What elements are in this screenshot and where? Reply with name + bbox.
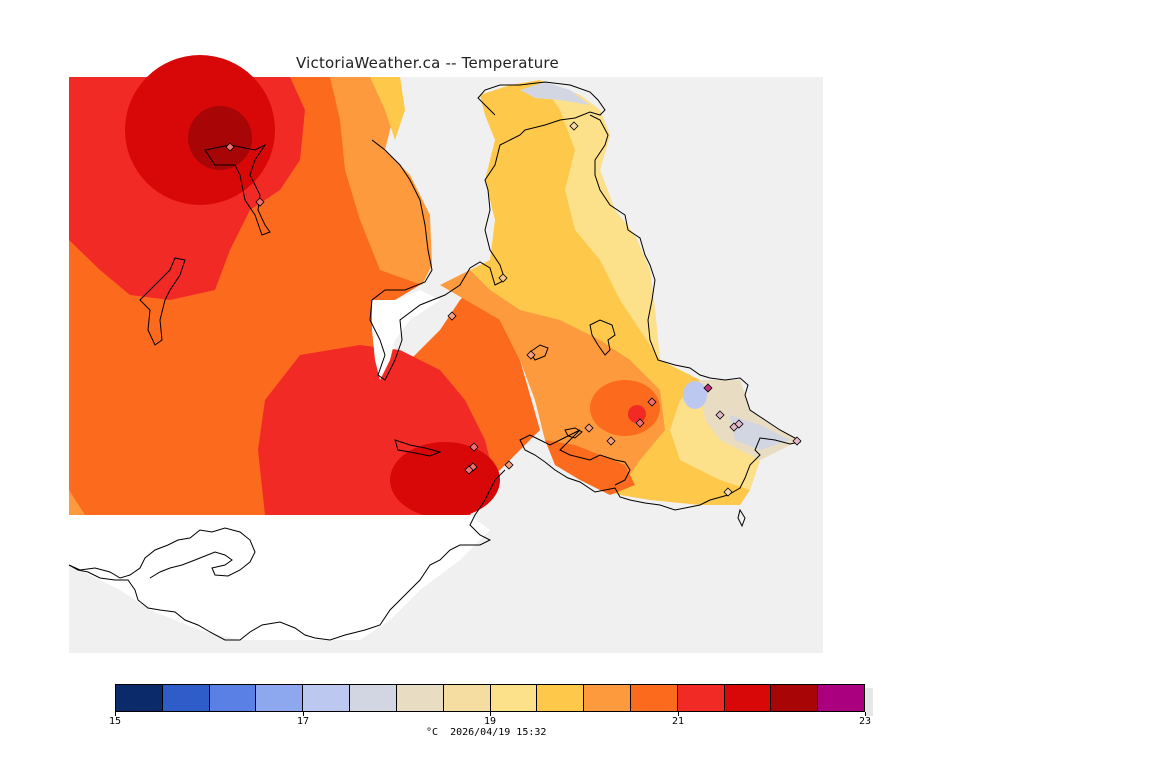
- station-markers: [225, 121, 802, 497]
- legend-swatch: [537, 685, 585, 711]
- legend-swatch: [584, 685, 631, 711]
- legend-swatch: [630, 685, 678, 711]
- contour-lavender-spot: [683, 381, 707, 409]
- coastline-island-small-1: [394, 439, 442, 457]
- station-marker: [703, 383, 713, 393]
- legend-shadow: [865, 688, 873, 716]
- temperature-map: [68, 55, 823, 653]
- coastline-island-small-4: [564, 427, 583, 439]
- legend-swatch: [303, 685, 351, 711]
- coastline-lake-west: [139, 257, 186, 346]
- contour-maroon-nw: [188, 106, 252, 170]
- station-marker: [469, 442, 479, 452]
- station-marker: [504, 460, 514, 470]
- coastline-island-small-2: [589, 319, 616, 356]
- contour-gray-east: [730, 415, 790, 450]
- legend-tick-label: 21: [671, 716, 685, 727]
- legend-swatch: [116, 685, 163, 711]
- legend-swatch: [443, 685, 491, 711]
- station-marker: [447, 311, 457, 321]
- contour-darkred-south: [390, 442, 500, 518]
- legend-swatch: [350, 685, 397, 711]
- coastline-east: [544, 114, 802, 511]
- station-marker: [526, 350, 536, 360]
- station-marker: [498, 273, 508, 283]
- legend-tick-mark: [115, 712, 116, 716]
- station-marker: [255, 197, 265, 207]
- station-marker: [792, 436, 802, 446]
- legend-color-bar: [115, 684, 865, 712]
- station-marker: [464, 465, 474, 475]
- legend-tick-label: 19: [483, 716, 497, 727]
- station-marker: [584, 423, 594, 433]
- legend-swatch: [818, 685, 864, 711]
- legend-swatch: [209, 685, 257, 711]
- coastline-island-small-3: [529, 344, 549, 361]
- legend-swatch: [162, 685, 210, 711]
- legend-swatch: [490, 685, 538, 711]
- station-marker: [569, 121, 579, 131]
- contour-lightorange-coast: [330, 77, 432, 285]
- legend-tick-mark: [678, 712, 679, 716]
- coastline-west-inlet: [204, 143, 271, 236]
- legend-tick-label: 15: [108, 716, 122, 727]
- station-marker: [647, 397, 657, 407]
- contour-lightorange-east: [440, 270, 665, 490]
- coastline-saanich-west: [68, 469, 506, 641]
- contour-lightorange-sw: [69, 490, 85, 515]
- temperature-contours-west: [69, 55, 540, 518]
- legend-tick-mark: [490, 712, 491, 716]
- contour-red-east: [628, 405, 646, 423]
- contour-gray-north: [520, 82, 590, 105]
- station-marker: [715, 410, 725, 420]
- station-marker: [225, 142, 235, 152]
- legend-swatch: [256, 685, 304, 711]
- legend-swatch: [677, 685, 725, 711]
- legend-tick-label: 17: [296, 716, 310, 727]
- contour-yellow-north: [370, 77, 405, 140]
- legend-tick-mark: [303, 712, 304, 716]
- legend-swatch: [771, 685, 819, 711]
- page-title: VictoriaWeather.ca -- Temperature: [296, 54, 559, 72]
- station-marker: [635, 418, 645, 428]
- coastline-south-harbour: [519, 429, 631, 486]
- color-legend: [115, 684, 873, 716]
- station-marker: [734, 419, 744, 429]
- legend-caption: °C 2026/04/19 15:32: [426, 727, 547, 738]
- station-marker: [723, 487, 733, 497]
- masked-region-inlet: [372, 290, 440, 380]
- contour-orange-east: [590, 380, 660, 436]
- legend-tick-mark: [865, 712, 866, 716]
- station-marker: [606, 436, 616, 446]
- masked-region-south: [69, 515, 490, 640]
- coastline-island-small-5: [737, 508, 746, 528]
- coastline-olympic: [68, 527, 256, 579]
- legend-tick-label: 23: [858, 716, 872, 727]
- legend-swatch: [396, 685, 444, 711]
- legend-swatch: [724, 685, 772, 711]
